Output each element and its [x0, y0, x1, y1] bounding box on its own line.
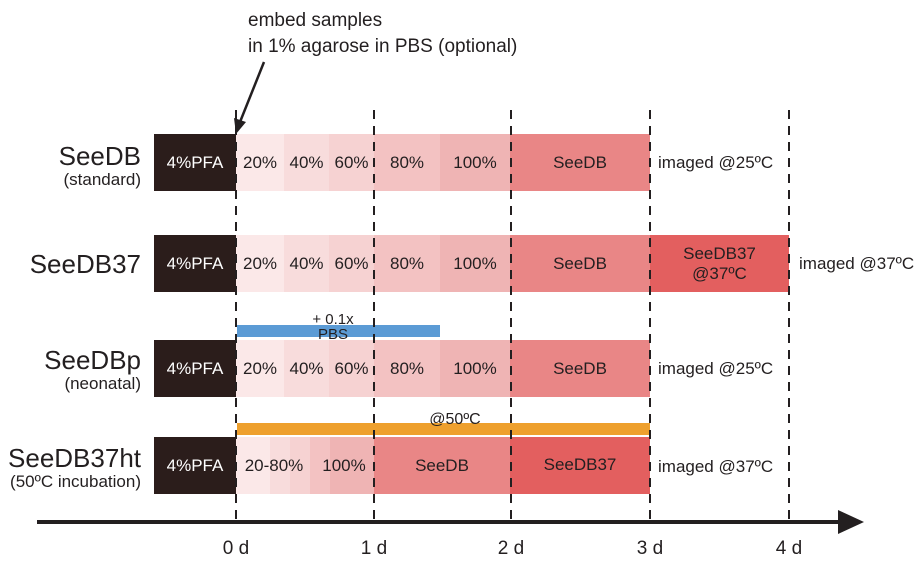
step-80: 80% [374, 340, 440, 397]
step-100-bg [330, 437, 374, 494]
protocol-subtitle: (50ºC incubation) [10, 472, 141, 491]
protocol-subtitle: (standard) [63, 170, 141, 189]
step-60: 60% [329, 235, 374, 292]
imaging-condition: imaged @37ºC [658, 457, 774, 476]
protocol-name: SeeDBp [44, 345, 141, 375]
row-label-seedb: SeeDB (standard) [59, 142, 141, 190]
imaging-condition: imaged @25ºC [658, 153, 774, 172]
step-40: 40% [284, 340, 329, 397]
step-60: 60% [329, 134, 374, 191]
step-20: 20% [236, 235, 284, 292]
tick-label-3d: 3 d [636, 538, 664, 559]
step-pfa: 4%PFA [154, 134, 236, 191]
tick-label-2d: 2 d [497, 538, 525, 559]
step-100: 100% [440, 340, 510, 397]
imaging-condition: imaged @37ºC [799, 254, 915, 273]
gradient-strip-80 [310, 437, 330, 494]
step-pfa: 4%PFA [154, 437, 236, 494]
pbs-bar [237, 325, 440, 337]
imaging-condition: imaged @25ºC [658, 359, 774, 378]
step-seedb: SeeDB [510, 340, 650, 397]
step-pfa: 4%PFA [154, 340, 236, 397]
step-40: 40% [284, 134, 329, 191]
step-seedb: SeeDB [374, 437, 510, 494]
embedding-annotation: embed samples in 1% agarose in PBS (opti… [248, 10, 518, 57]
row-label-seedb37: SeeDB37 [30, 250, 141, 278]
time-axis-arrowhead [838, 510, 864, 534]
tick-label-0d: 0 d [222, 538, 250, 559]
tick-label-1d: 1 d [360, 538, 388, 559]
heat-bar [237, 423, 650, 435]
step-seedb37: SeeDB37 @37ºC [650, 235, 789, 292]
step-100: 100% [440, 134, 510, 191]
step-100: 100% [440, 235, 510, 292]
gradient-strip-60 [290, 437, 310, 494]
protocol-name: SeeDB [58, 141, 141, 171]
step-20-80: 20-80% [244, 455, 304, 475]
row-label-seedbp: SeeDBp (neonatal) [44, 346, 141, 394]
heat-bar-label: @50ºC [429, 411, 481, 428]
protocol-name: SeeDB37 [29, 249, 141, 279]
step-40: 40% [284, 235, 329, 292]
step-80: 80% [374, 235, 440, 292]
protocol-name: SeeDB37ht [8, 443, 141, 473]
step-60: 60% [329, 340, 374, 397]
day-gridlines [235, 110, 790, 526]
gradient-strip-40 [270, 437, 290, 494]
step-100: 100% [322, 455, 366, 475]
step-pfa: 4%PFA [154, 235, 236, 292]
step-seedb: SeeDB [510, 235, 650, 292]
step-seedb: SeeDB [510, 134, 650, 191]
tick-label-4d: 4 d [775, 538, 803, 559]
step-20: 20% [236, 340, 284, 397]
gradient-strip-20 [236, 437, 270, 494]
step-80: 80% [374, 134, 440, 191]
step-seedb37: SeeDB37 [510, 437, 650, 494]
step-20: 20% [236, 134, 284, 191]
row-label-seedb37ht: SeeDB37ht (50ºC incubation) [8, 444, 141, 492]
pbs-bar-label: + 0.1x PBS [312, 311, 354, 343]
protocol-subtitle: (neonatal) [64, 374, 141, 393]
